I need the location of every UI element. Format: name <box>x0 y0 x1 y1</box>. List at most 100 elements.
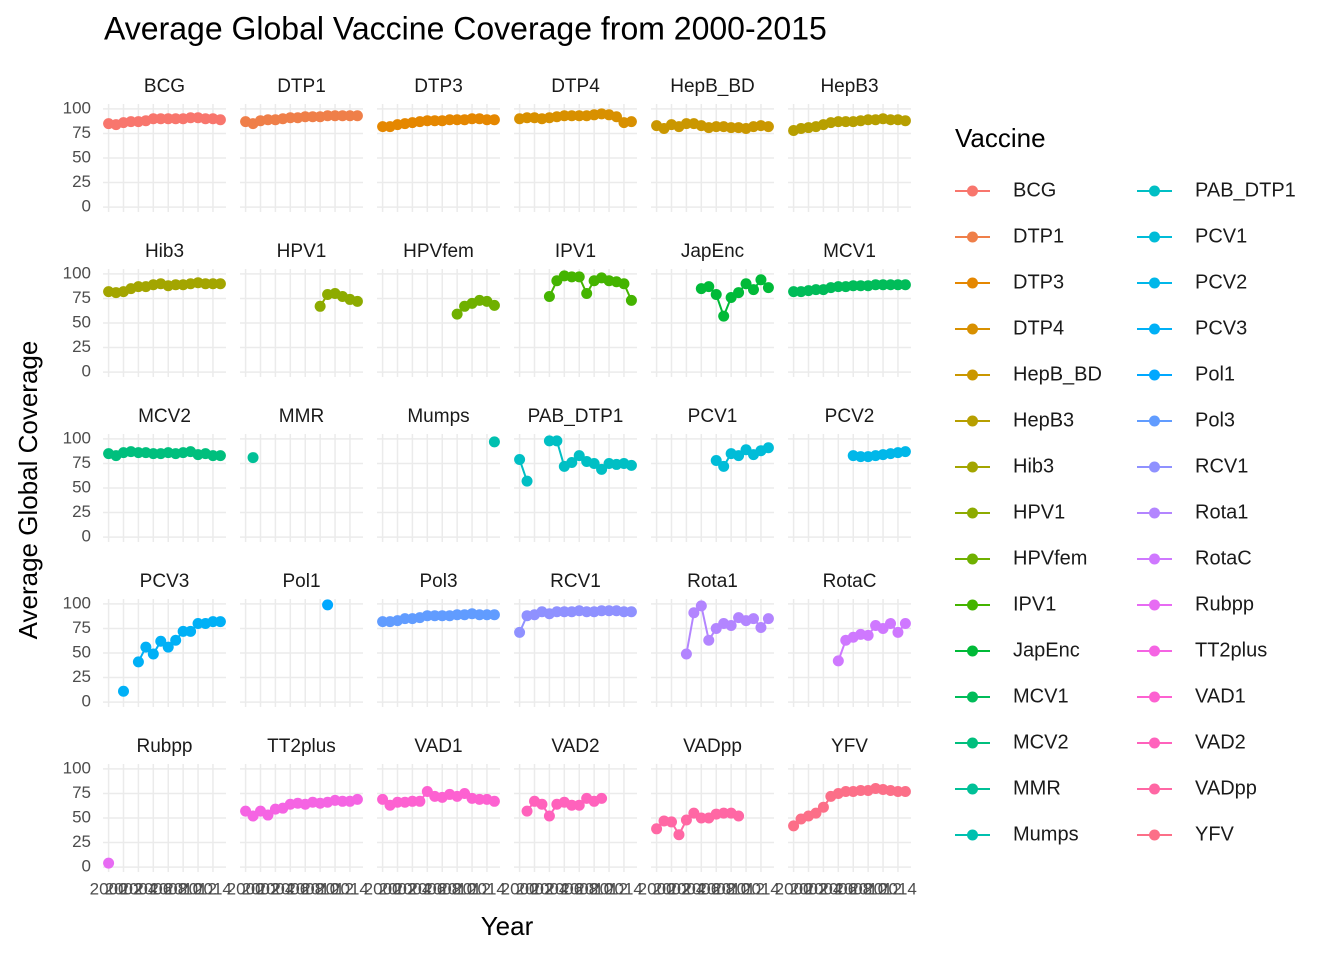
strip-title: DTP1 <box>277 76 326 97</box>
data-point <box>680 814 692 826</box>
data-point <box>185 625 197 637</box>
x-tick-label: 2000 <box>227 879 265 898</box>
y-tick-label: 75 <box>72 453 91 472</box>
legend-key-point <box>1149 645 1160 657</box>
data-point <box>521 805 533 817</box>
legend-label: JapEnc <box>1013 639 1080 661</box>
data-point <box>170 634 182 646</box>
data-point <box>817 801 829 813</box>
y-tick-label: 25 <box>72 172 91 191</box>
data-point <box>262 809 274 821</box>
y-tick-label: 0 <box>82 527 91 546</box>
legend-key-point <box>1149 691 1160 703</box>
x-tick-label: 2010 <box>164 879 202 898</box>
legend-key-point <box>1149 369 1160 381</box>
x-tick-label: 2002 <box>242 879 280 898</box>
legend-key-point <box>967 599 978 611</box>
data-point <box>451 308 463 320</box>
data-point <box>899 618 911 630</box>
data-point <box>596 463 608 475</box>
data-point <box>488 609 500 621</box>
legend-label: Rubpp <box>1195 593 1254 615</box>
legend-key-point <box>1149 461 1160 473</box>
x-tick-label: 2006 <box>682 879 720 898</box>
y-tick-label: 25 <box>72 337 91 356</box>
chart-title: Average Global Vaccine Coverage from 200… <box>104 10 827 46</box>
data-point <box>488 795 500 807</box>
strip-title: IPV1 <box>555 241 596 262</box>
data-point <box>703 634 715 646</box>
x-tick-label: 2006 <box>545 879 583 898</box>
strip-title: HepB_BD <box>670 76 755 97</box>
legend-label: RCV1 <box>1195 455 1248 477</box>
data-point <box>140 641 152 653</box>
legend-key-point <box>967 323 978 335</box>
data-point <box>718 310 730 322</box>
x-tick-label: 2008 <box>834 879 872 898</box>
data-point <box>651 823 663 835</box>
strip-title: TT2plus <box>267 736 336 757</box>
strip-title: MMR <box>279 406 324 427</box>
legend-label: VADpp <box>1195 777 1257 799</box>
strip-title: JapEnc <box>681 241 744 262</box>
legend-key-point <box>967 783 978 795</box>
data-point <box>748 613 759 625</box>
strip-title: Rubpp <box>137 736 193 757</box>
data-point <box>892 626 904 638</box>
legend-label: BCG <box>1013 179 1056 201</box>
x-tick-label: 2008 <box>286 879 324 898</box>
y-axis-label: Average Global Coverage <box>13 341 43 640</box>
data-point <box>625 606 637 618</box>
data-point <box>573 271 585 283</box>
data-point <box>762 282 774 294</box>
x-tick-label: 2014 <box>605 879 643 898</box>
strip-title: Pol3 <box>419 571 457 592</box>
y-tick-label: 100 <box>63 593 91 612</box>
data-point <box>680 648 692 660</box>
legend-key-point <box>967 415 978 427</box>
y-tick-label: 100 <box>63 263 91 282</box>
x-tick-label: 2002 <box>653 879 691 898</box>
x-tick-label: 2004 <box>667 879 705 898</box>
x-tick-label: 2010 <box>301 879 339 898</box>
legend-key-point <box>1149 185 1160 197</box>
x-tick-label: 2004 <box>804 879 842 898</box>
strip-title: MCV1 <box>823 241 876 262</box>
legend-key-point <box>967 185 978 197</box>
legend-label: Hib3 <box>1013 455 1054 477</box>
strip-title: VAD1 <box>414 736 462 757</box>
y-tick-label: 0 <box>82 197 91 216</box>
data-point <box>899 446 911 458</box>
x-tick-label: 2008 <box>149 879 187 898</box>
data-point <box>695 600 707 612</box>
data-point <box>862 629 874 641</box>
data-point <box>810 807 822 819</box>
x-tick-label: 2000 <box>501 879 539 898</box>
data-point <box>543 810 555 822</box>
data-point <box>710 289 722 301</box>
data-point <box>703 281 715 293</box>
data-point <box>762 613 774 625</box>
data-point <box>322 599 334 611</box>
x-tick-label: 2006 <box>271 879 309 898</box>
legend-label: HPVfem <box>1013 547 1087 569</box>
y-tick-label: 0 <box>82 362 91 381</box>
y-tick-label: 100 <box>63 428 91 447</box>
data-point <box>666 816 677 828</box>
legend-key-point <box>967 507 978 519</box>
legend-label: HepB_BD <box>1013 363 1102 385</box>
strip-title: DTP3 <box>414 76 463 97</box>
x-tick-label: 2006 <box>134 879 172 898</box>
x-tick-label: 2010 <box>849 879 887 898</box>
legend-label: PAB_DTP1 <box>1195 179 1296 201</box>
x-tick-label: 2008 <box>560 879 598 898</box>
data-point <box>377 793 389 805</box>
y-tick-label: 25 <box>72 502 91 521</box>
strip-title: Hib3 <box>145 241 184 262</box>
x-tick-label: 2012 <box>316 879 354 898</box>
legend-label: PCV3 <box>1195 317 1247 339</box>
x-tick-label: 2004 <box>393 879 431 898</box>
data-point <box>588 457 600 469</box>
data-point <box>132 656 144 668</box>
x-tick-label: 2000 <box>90 879 128 898</box>
